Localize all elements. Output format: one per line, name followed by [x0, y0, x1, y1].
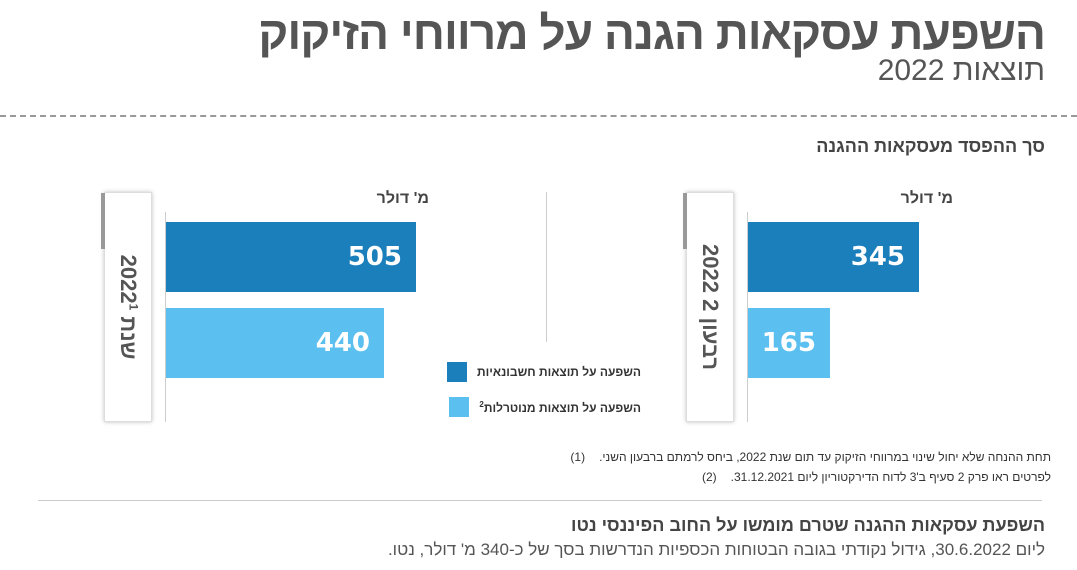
- solid-divider: [38, 500, 1042, 501]
- page-subtitle: תוצאות 2022: [877, 54, 1045, 87]
- bar-year-accounting: 505: [166, 222, 416, 292]
- bottom-title: השפעת עסקאות ההגנה שטרם מומשו על החוב הפ…: [571, 515, 1045, 535]
- legend-swatch-accounting: [447, 362, 468, 382]
- legend-label: השפעה על תוצאות מנוטרלות2: [479, 399, 641, 415]
- panel-accent: [101, 193, 105, 249]
- axis-line-year: [165, 212, 166, 422]
- footnote-text: לפרטים ראו פרק 2 סעיף ב'3 לדוח הדירקטורי…: [730, 470, 1051, 484]
- panel-label-q2-text: רבעון 2 2022: [698, 244, 723, 370]
- bar-value-label: 345: [850, 242, 905, 272]
- footnote-text: תחת ההנחה שלא יחול שינוי במרווחי הזיקוק …: [599, 450, 1051, 464]
- bar-value-label: 440: [315, 328, 370, 358]
- panel-label-q2: רבעון 2 2022: [683, 192, 734, 422]
- bar-value-label: 165: [761, 328, 816, 358]
- panel-accent: [683, 193, 687, 249]
- legend-swatch-neutralized: [449, 397, 470, 417]
- footnote-2: (2) לפרטים ראו פרק 2 סעיף ב'3 לדוח הדירק…: [702, 470, 1051, 484]
- panel-label-year: שנת 20221: [101, 192, 152, 422]
- dashed-divider: [0, 115, 1077, 117]
- bar-value-label: 505: [347, 242, 402, 272]
- bottom-text: ליום 30.6.2022, גידול נקודתי בגובה הבטוח…: [387, 540, 1045, 559]
- bar-year-neutralized: 440: [166, 308, 384, 378]
- page-title: השפעת עסקאות הגנה על מרווחי הזיקוק: [258, 7, 1046, 59]
- footnote-1: (1) תחת ההנחה שלא יחול שינוי במרווחי הזי…: [570, 450, 1051, 464]
- panel-separator: [546, 192, 547, 342]
- bar-q2-accounting: 345: [748, 222, 919, 292]
- legend-label: השפעה על תוצאות חשבונאיות: [477, 365, 641, 379]
- panel-label-year-text: שנת 20221: [116, 254, 141, 360]
- unit-label-q2: מ' דולר: [900, 190, 953, 207]
- footnote-number: (1): [570, 450, 586, 464]
- section-title: סך ההפסד מעסקאות ההגנה: [816, 136, 1045, 156]
- legend-item-accounting: השפעה על תוצאות חשבונאיות: [447, 362, 641, 382]
- unit-label-year: מ' דולר: [376, 190, 429, 207]
- footnote-number: (2): [701, 470, 717, 484]
- axis-line-q2: [747, 212, 748, 422]
- legend-item-neutralized: השפעה על תוצאות מנוטרלות2: [449, 397, 641, 417]
- bar-q2-neutralized: 165: [748, 308, 830, 378]
